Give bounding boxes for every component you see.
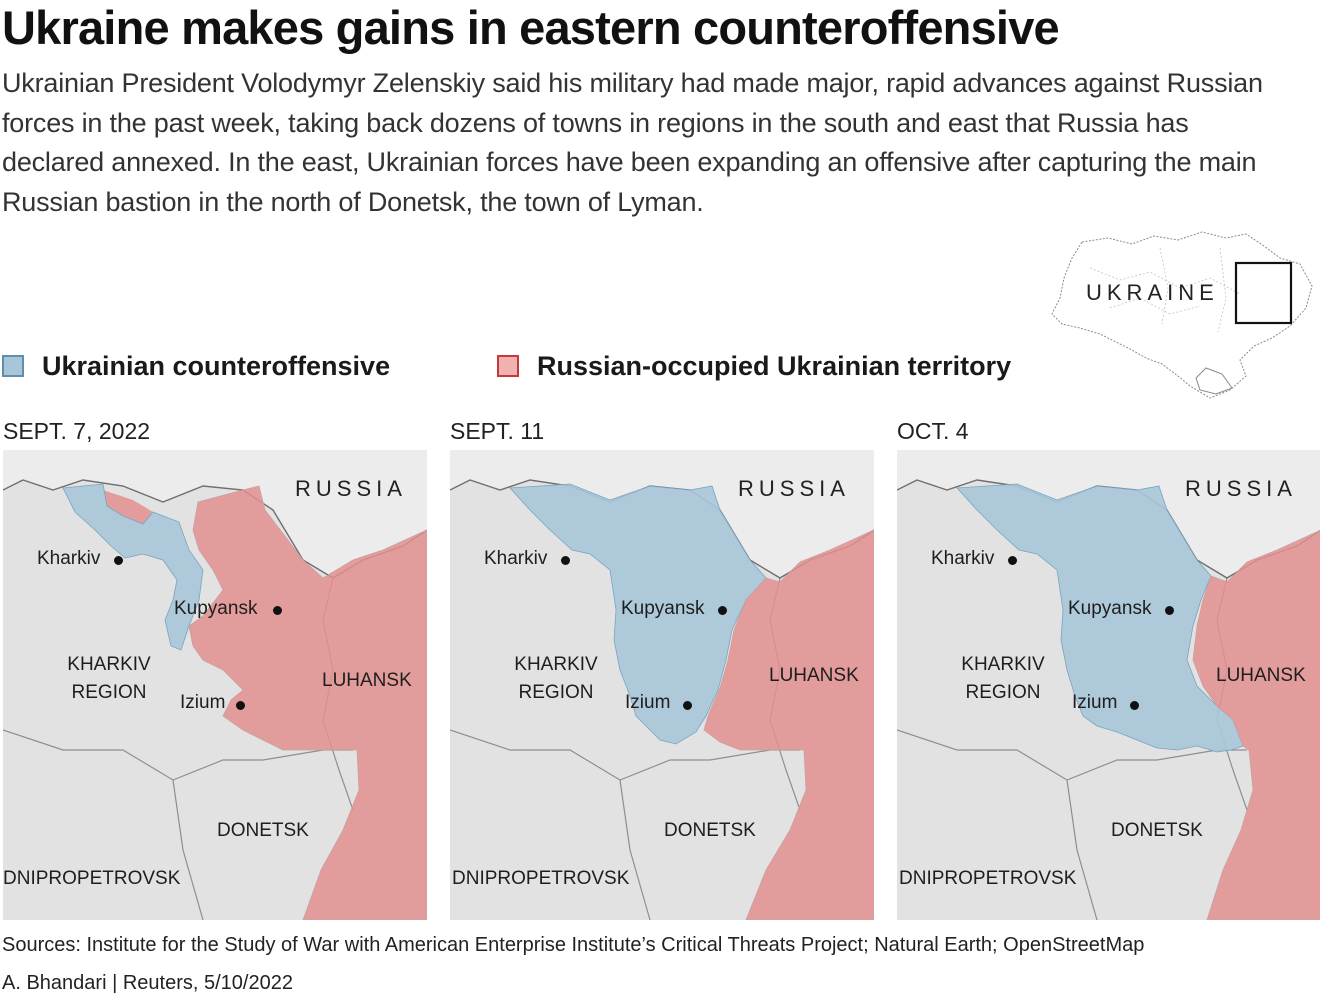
kupyansk-label: Kupyansk [1068,598,1152,619]
dnipropetrovsk-label: DNIPROPETROVSK [899,868,1077,889]
credit-text: A. Bhandari | Reuters, 5/10/2022 [2,972,293,994]
russian-swatch [497,355,519,377]
kupyansk-label: Kupyansk [174,598,258,619]
kharkiv-region-line-1: KHARKIV [67,654,151,675]
ukraine-outline [1051,231,1313,399]
kharkiv-region-line-2: REGION [518,682,594,703]
inset-label: UKRAINE [1086,280,1219,305]
luhansk-label: LUHANSK [769,665,859,686]
izium-dot [683,701,692,710]
panel-date-3: OCT. 4 [897,418,969,444]
panel-date-2: SEPT. 11 [450,418,545,444]
izium-dot [1130,701,1139,710]
kupyansk-dot [273,606,282,615]
kupyansk-dot [718,606,727,615]
dnipropetrovsk-label: DNIPROPETROVSK [3,868,181,889]
legend-russian: Russian-occupied Ukrainian territory [497,348,1011,384]
russia-label: RUSSIA [295,476,407,501]
dnipropetrovsk-label: DNIPROPETROVSK [452,868,630,889]
kharkiv-region-label: KHARKIV REGION [506,654,606,704]
kharkiv-dot [114,556,123,565]
kharkiv-region-line-2: REGION [71,682,147,703]
kharkiv-region-line-1: KHARKIV [514,654,598,675]
luhansk-label: LUHANSK [1216,665,1306,686]
donetsk-label: DONETSK [217,820,309,841]
izium-label: Izium [180,692,226,713]
kharkiv-region-label: KHARKIV REGION [59,654,159,704]
kupyansk-label: Kupyansk [621,598,705,619]
panel-date-1: SEPT. 7, 2022 [3,418,151,444]
russia-label: RUSSIA [1185,476,1297,501]
kharkiv-region-label: KHARKIV REGION [953,654,1053,704]
kharkiv-dot [1008,556,1017,565]
izium-label: Izium [625,692,671,713]
kharkiv-dot [561,556,570,565]
luhansk-label: LUHANSK [322,670,412,691]
focus-box [1234,261,1293,325]
kharkiv-region-line-2: REGION [965,682,1041,703]
map-panel-oct-4: RUSSIA Kharkiv Kupyansk Izium KHARKIV RE… [897,450,1320,920]
ukrainian-swatch [2,355,24,377]
donetsk-label: DONETSK [664,820,756,841]
legend-russian-label: Russian-occupied Ukrainian territory [537,350,1012,381]
ukraine-locator-map: UKRAINE [1050,228,1320,404]
kharkiv-label: Kharkiv [931,548,995,569]
intro-text: Ukrainian President Volodymyr Zelenskiy … [2,68,1263,217]
legend-ukrainian-label: Ukrainian counteroffensive [42,350,391,381]
kharkiv-region-line-1: KHARKIV [961,654,1045,675]
page-title: Ukraine makes gains in eastern counterof… [2,1,1060,54]
donetsk-label: DONETSK [1111,820,1203,841]
izium-dot [236,701,245,710]
sources-text: Sources: Institute for the Study of War … [2,934,1145,956]
kharkiv-label: Kharkiv [484,548,548,569]
kupyansk-dot [1165,606,1174,615]
map-panel-sept-11: RUSSIA Kharkiv Kupyansk Izium KHARKIV RE… [450,450,874,920]
map-panel-sept-7: RUSSIA Kharkiv Kupyansk Izium KHARKIV RE… [3,450,427,920]
izium-label: Izium [1072,692,1118,713]
kharkiv-label: Kharkiv [37,548,101,569]
legend-ukrainian: Ukrainian counteroffensive [2,348,390,384]
russia-label: RUSSIA [738,476,850,501]
